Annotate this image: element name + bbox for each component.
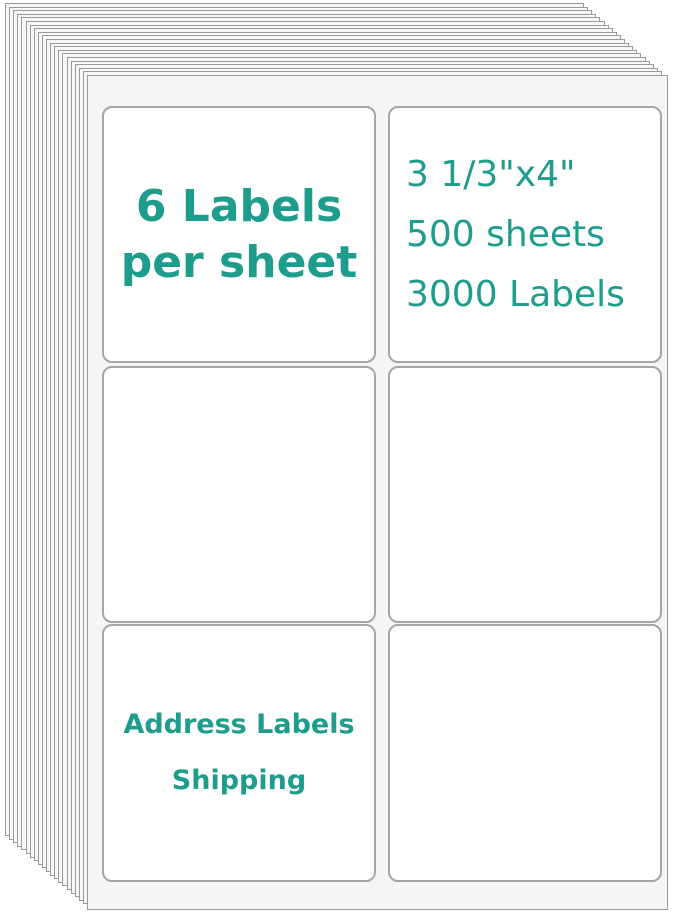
label-bottom-left: Address Labels Shipping [102,624,376,882]
label-size: 3 1/3"x4" [406,153,576,195]
label-top-left: 6 Labels per sheet [102,106,376,363]
label-top-right: 3 1/3"x4" 500 sheets 3000 Labels [388,106,662,363]
label-bottom-right [388,624,662,882]
labels-per-sheet-line2: per sheet [120,236,358,288]
label-count: 3000 Labels [406,273,625,315]
labels-per-sheet-line1: 6 Labels [135,180,343,232]
shipping-text: Shipping [171,765,307,796]
address-labels-text: Address Labels [123,709,355,740]
label-sheet: 6 Labels per sheet 3 1/3"x4" 500 sheets … [87,75,668,910]
sheet-count: 500 sheets [406,213,605,255]
label-middle-right [388,366,662,623]
label-middle-left [102,366,376,623]
